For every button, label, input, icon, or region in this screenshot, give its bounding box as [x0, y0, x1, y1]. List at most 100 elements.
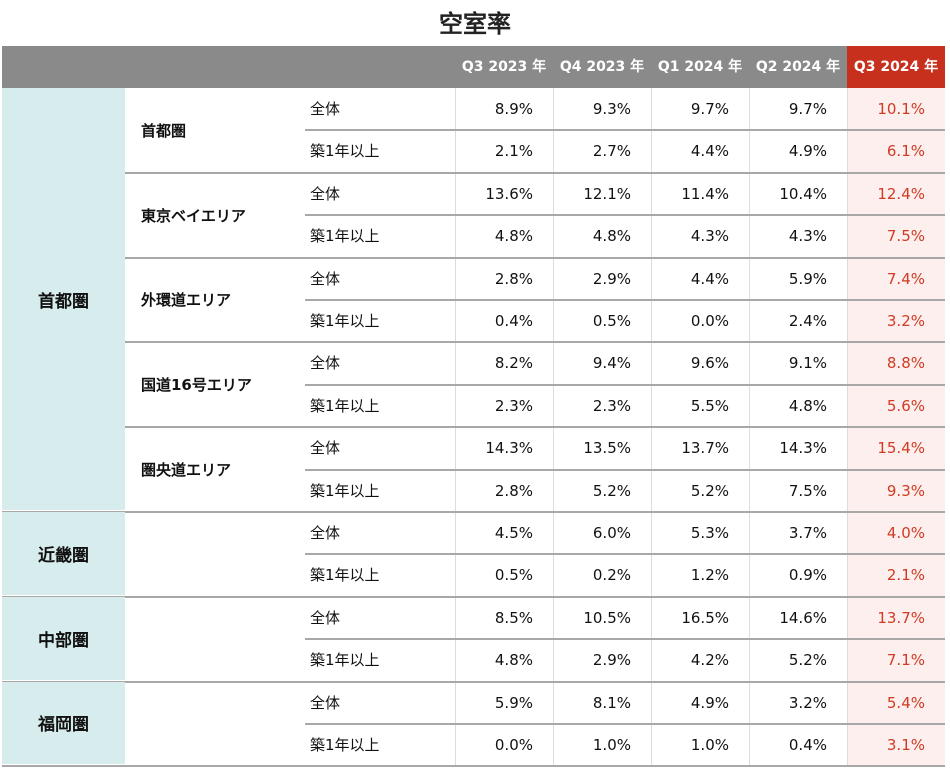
data-cell: 12.4%: [877, 184, 925, 203]
data-cell: 4.8%: [494, 651, 533, 670]
row-label: 全体: [310, 608, 341, 627]
row-label: 築1年以上: [310, 566, 380, 585]
data-cell: 5.2%: [592, 481, 631, 500]
data-cell: 9.6%: [690, 354, 729, 373]
data-cell: 13.7%: [681, 439, 729, 458]
subregion-label: 首都圏: [141, 121, 187, 140]
row-divider: [305, 383, 945, 386]
column-header: Q4 2023 年: [559, 59, 645, 75]
data-cell: 9.4%: [592, 354, 631, 373]
data-cell: 2.3%: [592, 396, 631, 415]
data-cell: 3.1%: [886, 736, 925, 754]
data-cell: 15.4%: [877, 439, 925, 458]
data-cell: 9.7%: [788, 100, 827, 118]
subregion-label: 圏央道エリア: [141, 461, 232, 480]
row-label: 築1年以上: [310, 481, 380, 500]
data-cell: 5.9%: [494, 693, 533, 712]
data-cell: 12.1%: [583, 184, 631, 203]
data-cell: 4.4%: [690, 269, 729, 288]
subregion-divider: [125, 341, 945, 344]
row-divider: [305, 638, 945, 641]
data-cell: 3.2%: [788, 693, 827, 712]
data-cell: 2.7%: [592, 142, 631, 161]
region-label: 近畿圏: [2, 512, 125, 595]
data-cell: 16.5%: [681, 608, 729, 627]
data-cell: 13.5%: [583, 439, 631, 458]
data-cell: 4.4%: [690, 142, 729, 161]
data-cell: 4.9%: [690, 693, 729, 712]
row-label: 築1年以上: [310, 142, 380, 161]
row-label: 築1年以上: [310, 736, 380, 754]
row-label: 築1年以上: [310, 396, 380, 415]
data-cell: 9.3%: [886, 481, 925, 500]
row-label: 築1年以上: [310, 312, 380, 330]
row-divider: [305, 299, 945, 301]
data-cell: 8.8%: [886, 354, 925, 373]
data-cell: 0.5%: [592, 312, 631, 330]
subregion-divider: [125, 426, 945, 429]
data-cell: 4.8%: [788, 396, 827, 415]
data-cell: 5.6%: [886, 396, 925, 415]
row-divider: [305, 129, 945, 132]
column-header: Q3 2024 年: [847, 46, 945, 88]
region-divider: [2, 765, 945, 768]
data-cell: 14.3%: [485, 439, 533, 458]
data-cell: 7.4%: [886, 269, 925, 288]
region-label: 中部圏: [2, 596, 125, 680]
data-cell: 4.9%: [788, 142, 827, 161]
row-divider: [305, 723, 945, 725]
data-cell: 9.7%: [690, 100, 729, 118]
data-cell: 2.1%: [886, 566, 925, 585]
region-divider: [2, 595, 945, 598]
data-cell: 0.2%: [592, 566, 631, 585]
subregion-label: 東京ベイエリア: [141, 206, 246, 225]
data-cell: 6.1%: [886, 142, 925, 161]
data-cell: 0.0%: [494, 736, 533, 754]
data-cell: 4.8%: [592, 227, 631, 246]
row-label: 全体: [310, 693, 341, 712]
data-cell: 8.1%: [592, 693, 631, 712]
subregion-divider: [125, 256, 945, 259]
data-cell: 2.1%: [494, 142, 533, 161]
subregion-label: 国道16号エリア: [141, 376, 252, 395]
data-cell: 5.2%: [788, 651, 827, 670]
row-divider: [305, 468, 945, 471]
row-label: 全体: [310, 269, 341, 288]
data-cell: 2.3%: [494, 396, 533, 415]
data-cell: 0.0%: [690, 312, 729, 330]
region-label: 首都圏: [2, 88, 125, 510]
row-label: 全体: [310, 524, 341, 542]
data-cell: 3.7%: [788, 524, 827, 542]
data-cell: 4.5%: [494, 524, 533, 542]
data-cell: 1.0%: [592, 736, 631, 754]
data-cell: 13.6%: [485, 184, 533, 203]
row-label: 全体: [310, 439, 341, 458]
data-cell: 9.3%: [592, 100, 631, 118]
subregion-label: 外環道エリア: [141, 291, 232, 310]
data-cell: 2.8%: [494, 269, 533, 288]
data-cell: 2.9%: [592, 269, 631, 288]
data-cell: 6.0%: [592, 524, 631, 542]
row-label: 全体: [310, 184, 341, 203]
data-cell: 8.2%: [494, 354, 533, 373]
column-header: Q2 2024 年: [755, 59, 841, 75]
data-cell: 7.5%: [886, 227, 925, 246]
column-header: Q1 2024 年: [657, 59, 743, 75]
data-cell: 4.3%: [690, 227, 729, 246]
data-cell: 2.8%: [494, 481, 533, 500]
data-cell: 1.2%: [690, 566, 729, 585]
data-cell: 5.3%: [690, 524, 729, 542]
data-cell: 14.6%: [779, 608, 827, 627]
row-divider: [305, 214, 945, 217]
data-cell: 1.0%: [690, 736, 729, 754]
data-cell: 10.4%: [779, 184, 827, 203]
subregion-divider: [125, 171, 945, 174]
region-divider: [2, 680, 945, 683]
row-label: 全体: [310, 354, 341, 373]
data-cell: 4.0%: [886, 524, 925, 542]
data-cell: 10.1%: [877, 100, 925, 118]
region-label: 福岡圏: [2, 681, 125, 765]
data-cell: 7.5%: [788, 481, 827, 500]
row-label: 築1年以上: [310, 651, 380, 670]
